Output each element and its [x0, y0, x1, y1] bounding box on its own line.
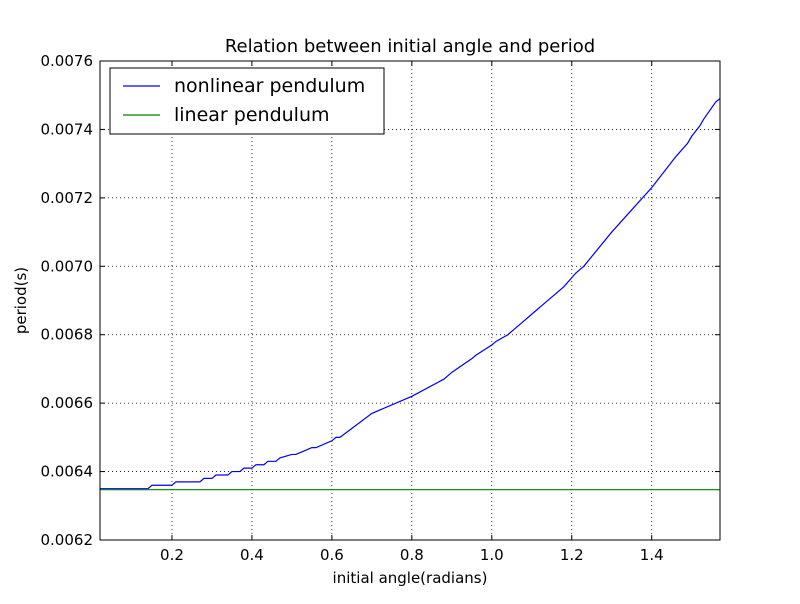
series-line-nonlinear-pendulum — [100, 98, 721, 490]
y-tick-label: 0.0066 — [41, 394, 94, 412]
y-tick-label: 0.0076 — [41, 52, 94, 70]
x-tick-label: 1.4 — [640, 546, 664, 564]
x-tick-label: 1.0 — [480, 546, 504, 564]
y-tick-label: 0.0068 — [41, 326, 94, 344]
y-tick-label: 0.0072 — [41, 189, 94, 207]
axis-ticks: 0.2 0.4 0.6 0.8 1.0 1.2 1.4 0.0062 0.0064 0.0066 0… — [41, 52, 720, 564]
legend: nonlinear pendulum linear pendulum — [109, 67, 385, 135]
grid-lines — [100, 61, 720, 540]
legend-label-nonlinear-pendulum: nonlinear pendulum — [174, 75, 365, 97]
legend-box — [109, 67, 385, 135]
x-tick-label: 0.2 — [160, 546, 184, 564]
x-tick-label: 0.8 — [400, 546, 424, 564]
y-axis-title: period(s) — [12, 267, 30, 334]
x-axis-title: initial angle(radians) — [333, 569, 488, 587]
plot-area-frame — [99, 60, 721, 541]
y-tick-label: 0.0064 — [41, 463, 94, 481]
x-tick-label: 0.4 — [240, 546, 264, 564]
chart-title: Relation between initial angle and perio… — [225, 36, 595, 57]
x-tick-label: 0.6 — [320, 546, 344, 564]
y-tick-label: 0.0062 — [41, 531, 94, 549]
x-tick-label: 1.2 — [560, 546, 584, 564]
legend-label-linear-pendulum: linear pendulum — [174, 104, 330, 126]
y-tick-label: 0.0070 — [41, 257, 94, 275]
series-lines — [100, 98, 721, 491]
y-tick-label: 0.0074 — [41, 120, 94, 138]
